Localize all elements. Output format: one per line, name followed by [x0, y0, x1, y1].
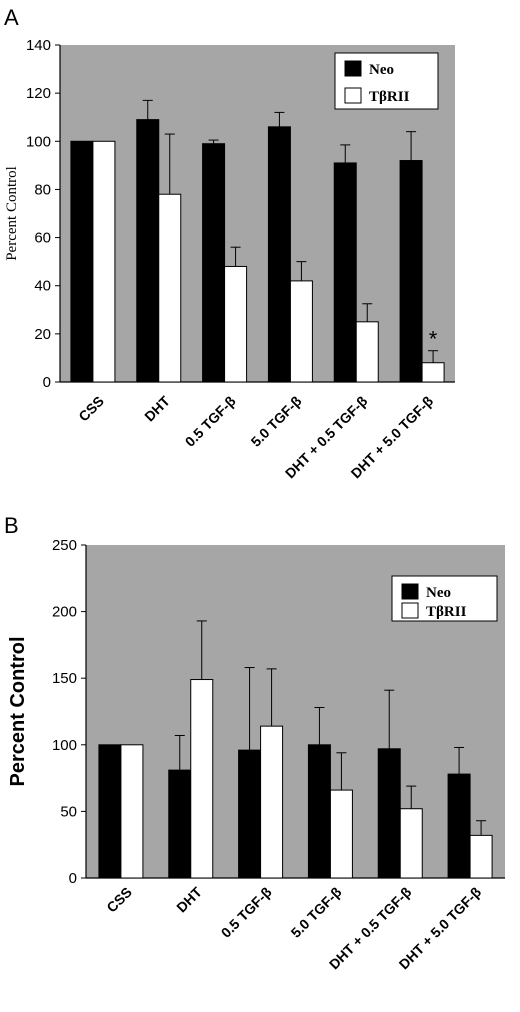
bar-neo: [399, 160, 423, 383]
x-tick-label: DHT: [141, 392, 173, 424]
y-tick-label: 100: [26, 133, 51, 150]
bar-tbrii: [260, 725, 284, 879]
x-tick-label: DHT: [173, 883, 205, 915]
y-tick-label: 40: [34, 278, 51, 295]
y-tick-label: 140: [26, 37, 51, 54]
x-tick-label: 5.0 TGF-β: [288, 883, 345, 940]
legend-swatch: [344, 60, 362, 77]
y-tick-label: 120: [26, 85, 51, 102]
y-tick-label: 80: [34, 181, 51, 198]
legend-label: TβRII: [426, 604, 467, 620]
y-tick-label: 0: [43, 374, 51, 391]
bar-tbrii: [329, 789, 353, 879]
bar-neo: [136, 119, 160, 383]
panel-label-b: B: [4, 513, 19, 538]
bar-neo: [267, 126, 291, 383]
bar-tbrii: [355, 321, 379, 383]
bar-tbrii: [92, 140, 116, 383]
bar-neo: [447, 773, 471, 879]
legend-swatch: [344, 87, 362, 104]
bar-neo: [333, 162, 357, 383]
bar-tbrii: [421, 362, 445, 383]
bar-tbrii: [120, 744, 144, 879]
y-tick-label: 200: [52, 604, 77, 621]
bar-neo: [70, 140, 94, 383]
significance-asterisk: *: [429, 327, 438, 352]
chart-panel-b: 0 50 100 150 200 250 Percent Control CSS DHT 0.5 …: [7, 537, 505, 972]
y-tick-label: 0: [69, 870, 77, 887]
bar-neo: [238, 749, 262, 879]
y-tick-label: 60: [34, 230, 51, 247]
bar-tbrii: [190, 679, 214, 879]
y-tick-label: 50: [60, 803, 77, 820]
y-tick-label: 20: [34, 326, 51, 343]
bar-neo: [98, 744, 122, 879]
chart-panel-a: 0 20 40 60 80 100 120 140 Percent Control CSS DHT 0…: [4, 37, 455, 481]
y-tick-label: 100: [52, 737, 77, 754]
bar-neo: [202, 143, 226, 383]
bar-tbrii: [289, 280, 313, 383]
bar-tbrii: [469, 834, 493, 879]
panel-label-a: A: [4, 5, 19, 30]
bar-tbrii: [399, 808, 423, 879]
y-tick-label: 250: [52, 537, 77, 554]
bar-neo: [168, 769, 192, 879]
bar-tbrii: [224, 265, 248, 383]
legend-label: TβRII: [369, 89, 410, 105]
legend-swatch: [401, 583, 419, 600]
bar-neo: [307, 744, 331, 879]
y-axis-label: Percent Control: [7, 636, 29, 786]
y-axis-label: Percent Control: [4, 166, 20, 261]
x-tick-label: 5.0 TGF-β: [248, 392, 305, 449]
legend-label: Neo: [369, 62, 394, 78]
x-tick-label: 0.5 TGF-β: [182, 392, 239, 449]
x-tick-label: CSS: [103, 884, 135, 916]
legend-swatch: [401, 602, 419, 619]
x-tick-label: 0.5 TGF-β: [218, 883, 275, 940]
bar-neo: [377, 748, 401, 879]
legend-label: Neo: [426, 585, 451, 601]
bar-tbrii: [158, 193, 182, 383]
y-tick-label: 150: [52, 670, 77, 687]
x-tick-label: CSS: [75, 393, 107, 425]
